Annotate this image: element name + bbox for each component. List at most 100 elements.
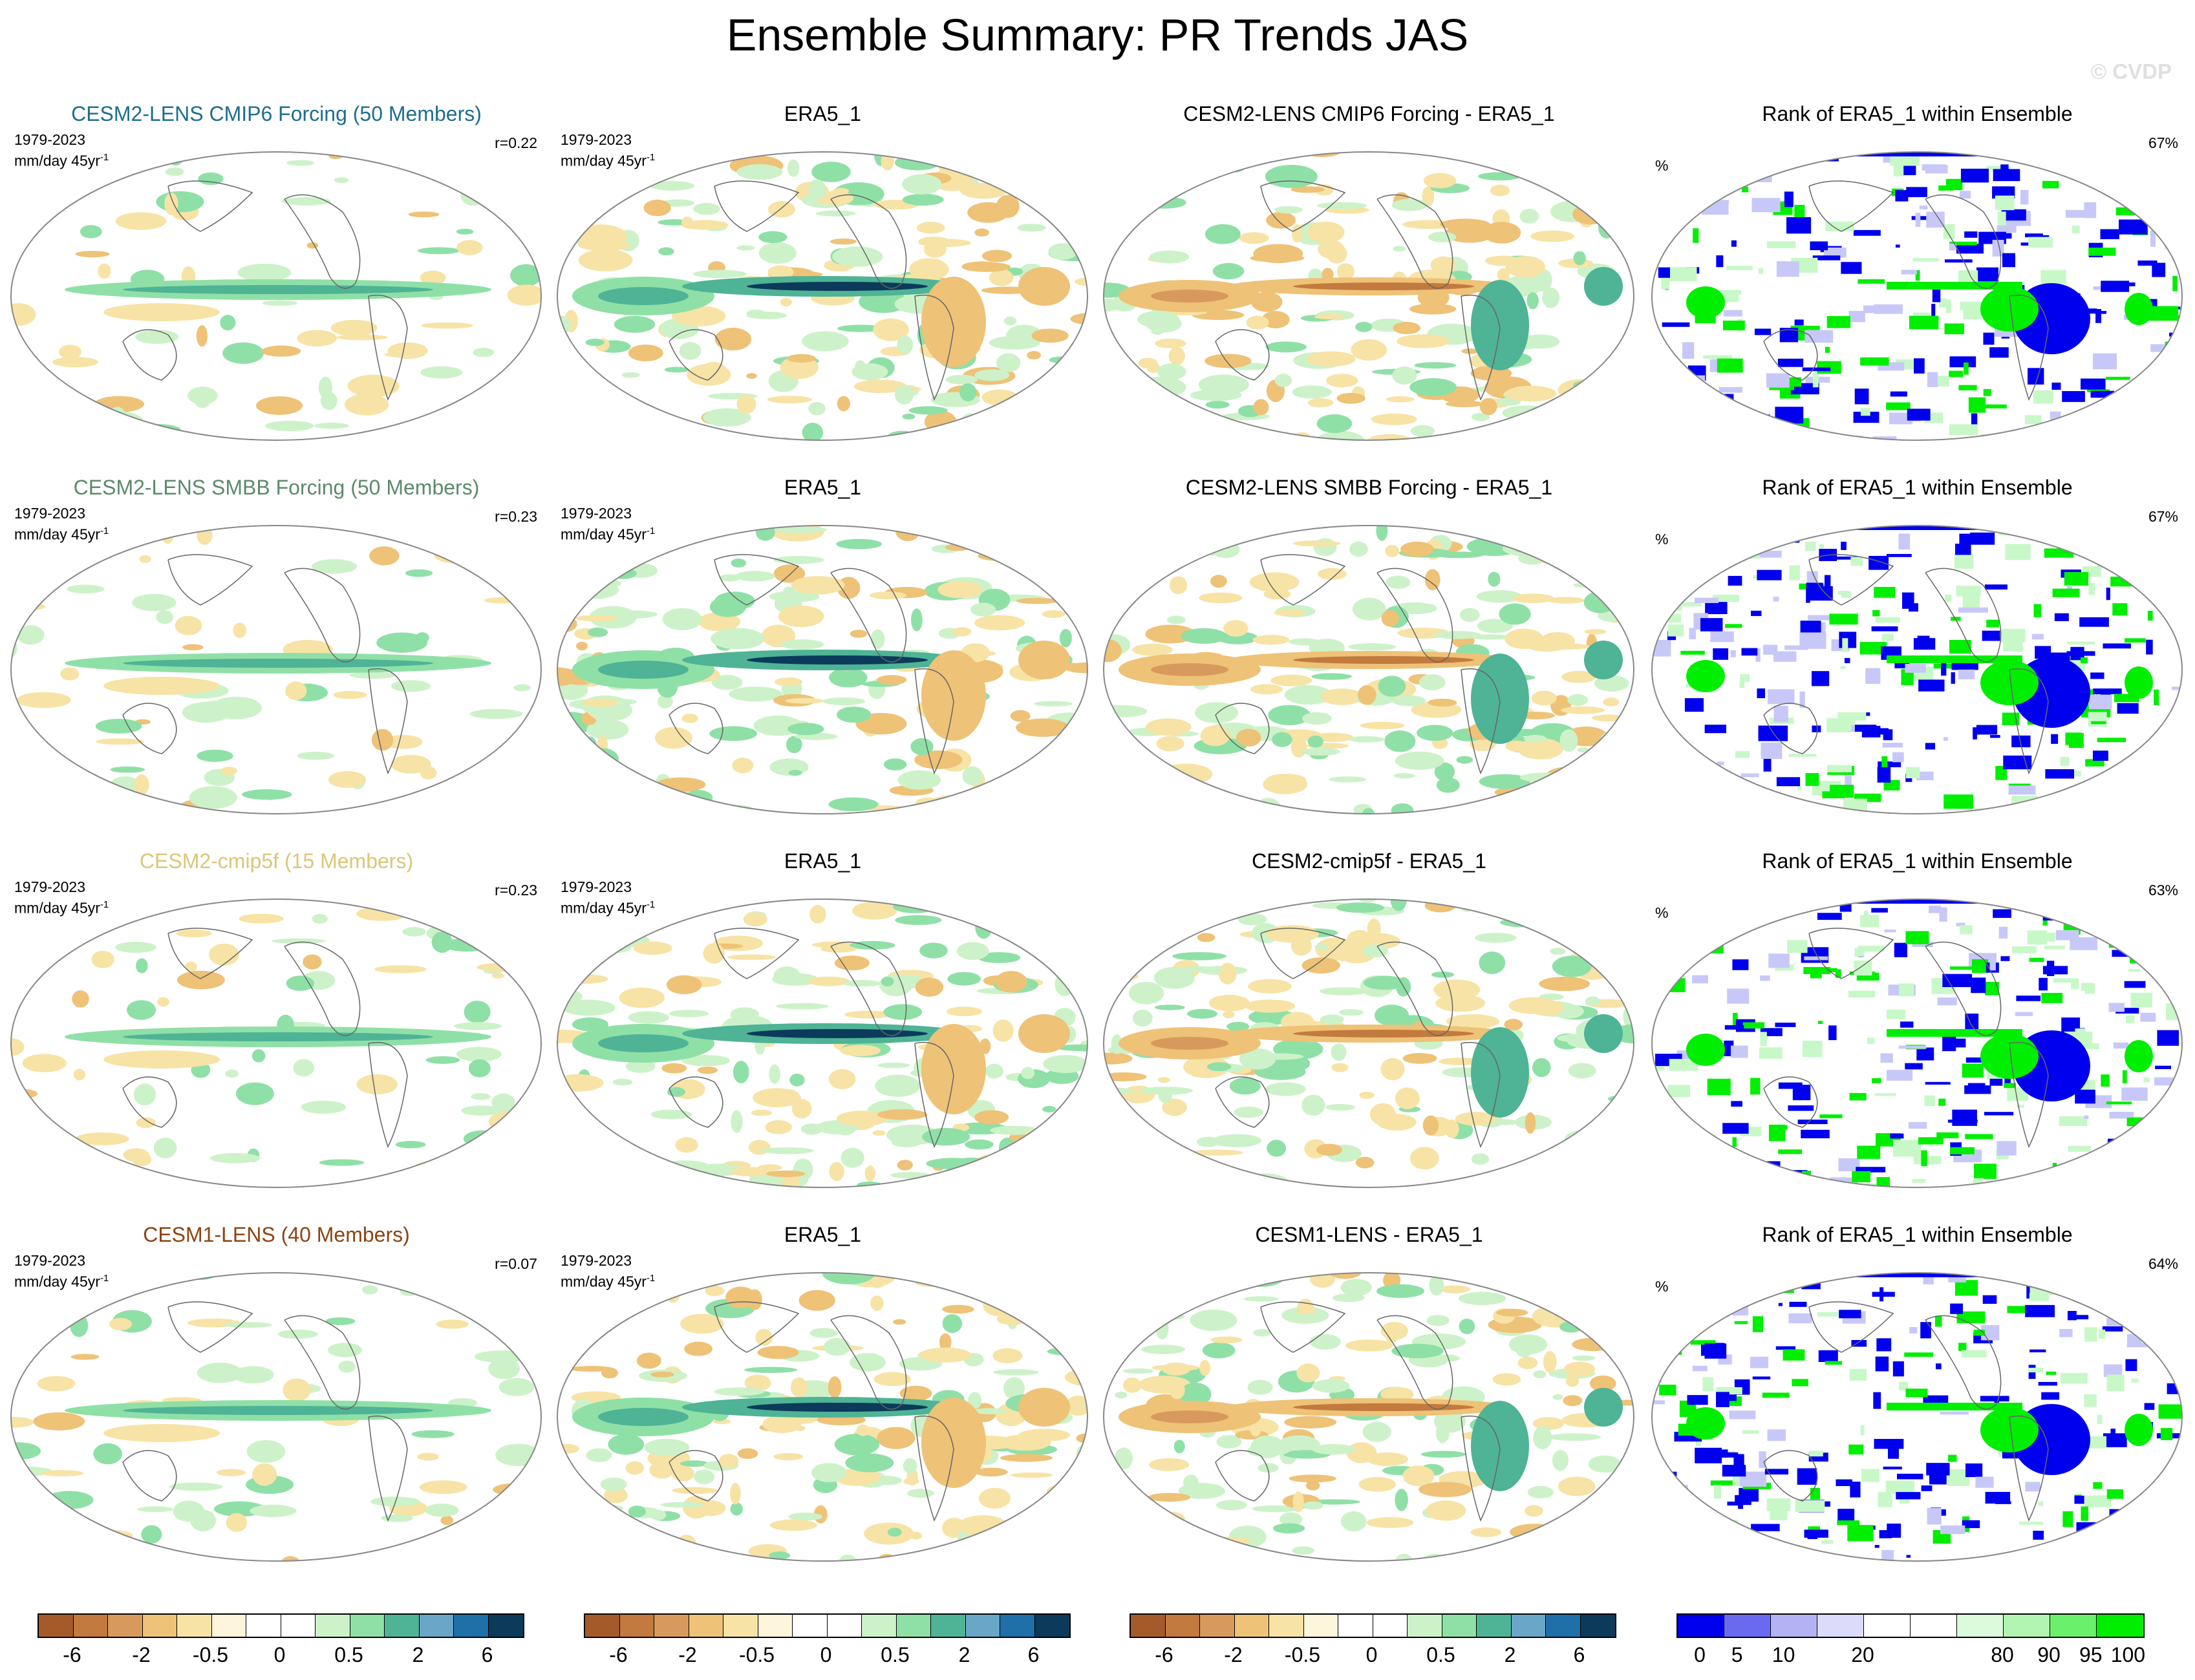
colorbar-swatch	[1580, 1615, 1615, 1637]
units-exponent: -1	[100, 1273, 109, 1284]
panel-obs: ERA5_1 1979-2023 mm/day 45yr-1	[553, 849, 1093, 1192]
colorbar-tick-label: 100	[2110, 1643, 2146, 1666]
panel-title: ERA5_1	[784, 102, 862, 125]
colorbar-tick-label: 5	[1731, 1643, 1743, 1666]
units-label: mm/day 45yr-1	[561, 1270, 655, 1291]
units-label: mm/day 45yr-1	[14, 149, 109, 170]
colorbar-swatch	[419, 1615, 454, 1637]
colorbar-tick-label: 6	[481, 1643, 493, 1666]
period-units-label: 1979-2023 mm/day 45yr-1	[561, 504, 655, 544]
colorbar-swatch	[316, 1615, 350, 1637]
units-exponent: -1	[646, 899, 656, 910]
panel-title: CESM2-LENS SMBB Forcing - ERA5_1	[1185, 476, 1553, 499]
units-text: mm/day 45yr	[14, 152, 100, 169]
colorbar-swatch	[2050, 1615, 2097, 1637]
colorbar-tick-label: 0.5	[881, 1643, 910, 1666]
period-units-label: 1979-2023 mm/day 45yr-1	[561, 1251, 655, 1291]
colorbar-swatch	[1442, 1615, 1477, 1637]
units-exponent: -1	[100, 899, 109, 910]
figure-title: Ensemble Summary: PR Trends JAS	[726, 10, 1469, 60]
colorbar-swatch	[1477, 1615, 1512, 1637]
units-text: mm/day 45yr	[561, 526, 647, 543]
colorbar-tick-label: 0.5	[334, 1643, 363, 1666]
pattern-correlation: r=0.22	[495, 134, 537, 151]
units-label: mm/day 45yr-1	[561, 522, 655, 544]
colorbar-swatch	[350, 1615, 385, 1637]
colorbar-tick-label: 90	[2037, 1643, 2061, 1666]
colorbar-swatch	[1303, 1615, 1338, 1637]
period-label: 1979-2023	[14, 131, 85, 148]
units-text: mm/day 45yr	[14, 526, 100, 543]
colorbar-swatch	[39, 1615, 74, 1637]
panel-title: ERA5_1	[784, 476, 862, 499]
colorbar-swatch	[1338, 1615, 1373, 1637]
colorbar-swatch	[1131, 1615, 1166, 1637]
panel-ens: CESM2-LENS SMBB Forcing (50 Members) 1979…	[6, 476, 546, 818]
colorbar-swatch	[211, 1615, 246, 1637]
units-label: mm/day 45yr-1	[14, 522, 109, 544]
colorbar-swatch	[2004, 1615, 2050, 1637]
colorbar-tick-label: 0	[1694, 1643, 1706, 1666]
panel-title: CESM1-LENS - ERA5_1	[1255, 1223, 1483, 1246]
period-label: 1979-2023	[14, 878, 85, 895]
panel-title: CESM2-LENS CMIP6 Forcing (50 Members)	[71, 102, 482, 125]
colorbar-tick-label: 0	[1365, 1643, 1378, 1666]
period-units-label: 1979-2023 mm/day 45yr-1	[561, 131, 655, 170]
period-label: 1979-2023	[561, 131, 632, 148]
panel-diff: CESM2-LENS SMBB Forcing - ERA5_1	[1099, 476, 1639, 818]
units-exponent: -1	[646, 526, 656, 537]
units-exponent: -1	[646, 1273, 656, 1284]
colorbar-swatch	[1000, 1615, 1035, 1637]
panel-rank: Rank of ERA5_1 within Ensemble% 63%	[1647, 849, 2187, 1192]
colorbar-swatch	[619, 1615, 654, 1637]
panel-ens: CESM1-LENS (40 Members) 1979-2023 mm/day 4…	[6, 1223, 546, 1566]
colorbar-tick-label: -0.5	[192, 1643, 229, 1666]
panel-diff: CESM2-cmip5f - ERA5_1	[1099, 849, 1639, 1192]
rank-unit-label: %	[1655, 157, 1669, 174]
colorbar-swatch	[723, 1615, 758, 1637]
panel-title: CESM2-cmip5f (15 Members)	[139, 849, 414, 873]
rank-percent-label: 63%	[2148, 882, 2178, 898]
colorbar-tick-label: 80	[1991, 1643, 2014, 1666]
colorbar-tick-label: -2	[678, 1643, 697, 1666]
period-units-label: 1979-2023 mm/day 45yr-1	[14, 878, 109, 917]
panel-title: ERA5_1	[784, 1223, 862, 1246]
colorbar-swatch	[1864, 1615, 1911, 1637]
units-text: mm/day 45yr	[14, 1273, 100, 1290]
units-text: mm/day 45yr	[561, 152, 647, 169]
colorbar-tick-label: -0.5	[738, 1643, 775, 1666]
period-label: 1979-2023	[561, 878, 632, 895]
panel-title: Rank of ERA5_1 within Ensemble	[1762, 849, 2073, 873]
colorbar-swatch	[73, 1615, 108, 1637]
period-label: 1979-2023	[14, 505, 85, 522]
units-label: mm/day 45yr-1	[561, 149, 655, 170]
precip-trend-map	[10, 151, 542, 441]
colorbar-swatch	[108, 1615, 143, 1637]
colorbar-swatch	[862, 1615, 897, 1637]
colorbar-swatch	[1234, 1615, 1269, 1637]
colorbar-tick-label: -6	[609, 1643, 628, 1666]
colorbar-swatch	[454, 1615, 489, 1637]
rank-map	[1651, 1272, 2183, 1562]
colorbar-tick-label: 6	[1027, 1643, 1040, 1666]
units-label: mm/day 45yr-1	[14, 896, 109, 917]
rank-map	[1651, 898, 2183, 1188]
panel-title: Rank of ERA5_1 within Ensemble	[1762, 476, 2073, 499]
colorbar-swatch	[1373, 1615, 1408, 1637]
colorbar-swatch	[1408, 1615, 1442, 1637]
colorbar-swatch	[689, 1615, 723, 1637]
period-label: 1979-2023	[14, 1252, 85, 1269]
colorbar-swatch	[1724, 1615, 1771, 1637]
colorbar-tick-label: 0	[273, 1643, 286, 1666]
units-label: mm/day 45yr-1	[561, 896, 655, 917]
colorbar-tick-label: 0	[820, 1643, 832, 1666]
period-units-label: 1979-2023 mm/day 45yr-1	[14, 131, 109, 170]
period-units-label: 1979-2023 mm/day 45yr-1	[561, 878, 655, 917]
panel-title: CESM1-LENS (40 Members)	[143, 1223, 410, 1246]
colorbar-tick-label: 2	[1504, 1643, 1516, 1666]
colorbar-swatch	[1269, 1615, 1304, 1637]
colorbar-swatch	[758, 1615, 793, 1637]
colorbar-tick-label: 20	[1851, 1643, 1874, 1666]
precip-trend-map	[557, 151, 1088, 441]
colorbar-swatch	[488, 1615, 523, 1637]
